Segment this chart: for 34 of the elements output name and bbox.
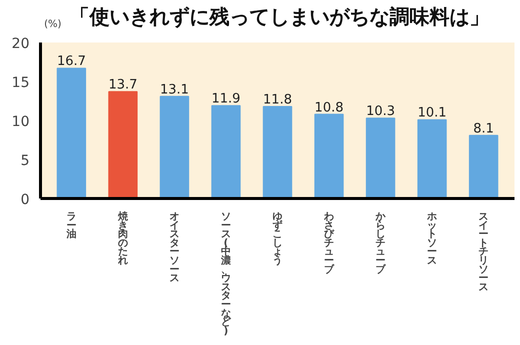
bar	[468, 134, 498, 198]
y-tick-label: 10	[12, 114, 30, 130]
y-axis-title: (%)	[44, 19, 62, 30]
bar	[417, 119, 447, 198]
x-tick-label: ホットソース	[426, 212, 438, 266]
data-label: 10.3	[366, 104, 396, 120]
category-label: スイートチリソース	[478, 212, 489, 293]
y-tick-label: 15	[12, 75, 30, 91]
data-label: 10.8	[314, 100, 344, 116]
bar	[108, 91, 138, 198]
data-label: 16.7	[56, 54, 86, 70]
y-tick-label: 5	[20, 153, 30, 169]
x-tick-label: わさびチューブ	[323, 212, 336, 276]
y-tick-label: 0	[20, 192, 30, 208]
x-tick-label: ゆずこしょう	[272, 212, 282, 266]
bar	[366, 118, 396, 198]
y-tick-label: 20	[12, 36, 30, 52]
chart-title: 「使いきれずに残ってしまいがちな調味料は」	[69, 4, 490, 28]
category-label: ソース(中濃、ウスターなど)	[220, 212, 231, 337]
bar	[56, 68, 86, 198]
bar	[314, 114, 344, 198]
data-label: 11.9	[212, 92, 240, 107]
bar	[262, 106, 292, 198]
x-tick-label: オイスターソース	[169, 212, 180, 284]
data-label: 8.1	[473, 121, 494, 136]
bar	[160, 96, 190, 198]
x-tick-label: ラー油	[65, 212, 76, 240]
x-tick-label: からしチューブ	[374, 212, 387, 276]
data-label: 10.1	[418, 106, 447, 121]
data-label: 13.1	[160, 82, 189, 98]
bar	[211, 105, 241, 198]
data-label: 13.7	[108, 78, 138, 93]
data-label: 11.8	[263, 92, 292, 108]
x-tick-label: 焼き肉のたれ	[116, 210, 129, 266]
